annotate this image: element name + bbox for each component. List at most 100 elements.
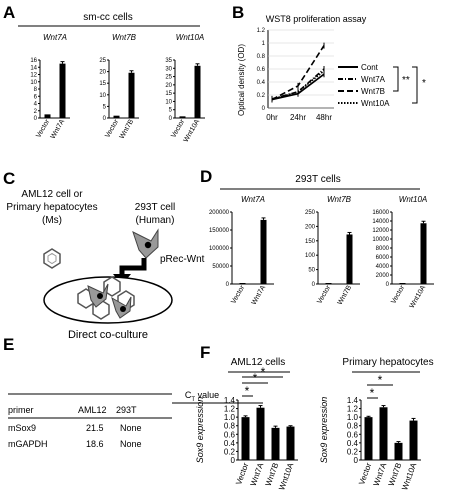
panel-a-title: sm-cc cells <box>83 12 132 23</box>
panel-label-f: F <box>200 343 210 362</box>
bar <box>59 63 66 118</box>
y-tick-label: 0 <box>354 456 359 465</box>
panel-c-cell1-line1: AML12 cell or <box>21 189 83 200</box>
panel-d-chart-wnt10a: Wnt10A 0 2000 4000 6000 8000 10000 12000 14000 16… <box>372 195 434 310</box>
y-tick-label: 0.8 <box>257 54 266 60</box>
panel-d-chart-wnt7b: Wnt7B 0 50 100 150 200 250 Vector Wnt7B <box>305 195 360 306</box>
y-tick-label: 25 <box>165 75 172 81</box>
panel-label-c: C <box>3 169 15 188</box>
y-tick-label: 12000 <box>372 228 389 234</box>
y-tick-label: 14 <box>30 65 37 71</box>
sig-star-primary-2: * <box>378 373 383 387</box>
y-tick-label: 0.8 <box>347 422 359 431</box>
panel-c-cell2-line1: 293T cell <box>135 202 175 213</box>
y-tick-label: 1.4 <box>224 396 236 405</box>
table-header-ct: CT value <box>185 390 219 403</box>
bar <box>260 219 267 284</box>
y-tick-label: 0.6 <box>257 67 266 73</box>
panel-f-chart-primary: Sox9 expression 00.20.40.60.81.01.21.4 Vec… <box>319 396 421 491</box>
panel-b-line-chart: 0 0.2 0.4 0.6 0.8 1 1.2 0hr 24hr 48hr <box>257 28 334 122</box>
y-tick-label: 0.6 <box>347 430 359 439</box>
gene-label: Wnt7A <box>241 195 265 204</box>
y-tick-label: 2000 <box>376 273 390 279</box>
y-tick-label: 20 <box>165 83 172 89</box>
y-tick-label: 1 <box>262 41 266 47</box>
y-tick-label: 0 <box>169 116 173 122</box>
y-tick-label: 10 <box>30 80 37 86</box>
bar <box>179 116 186 118</box>
y-tick-label: 100 <box>305 253 316 259</box>
y-tick-label: 10 <box>165 99 172 105</box>
x-tick-label: Wnt7B <box>264 462 281 488</box>
bar <box>239 283 246 284</box>
bar <box>194 65 201 118</box>
y-tick-label: 200 <box>305 224 316 230</box>
x-tick-label: Wnt7A <box>251 284 268 306</box>
y-tick-label: 250 <box>305 210 316 216</box>
y-tick-label: 0 <box>231 456 236 465</box>
panel-e-table: CT value primer AML12 293T mSox9 21.5 No… <box>8 390 263 449</box>
sig-star-primary-1: * <box>370 386 375 400</box>
x-tick-label: Vector <box>234 461 250 486</box>
y-tick-label: 1.2 <box>347 405 359 414</box>
y-tick-label: 1.4 <box>347 396 359 405</box>
y-tick-label: 1.2 <box>257 28 266 34</box>
bar <box>271 427 280 460</box>
y-tick-label: 16 <box>30 58 37 64</box>
y-tick-label: 15 <box>165 91 172 97</box>
bar <box>44 114 51 118</box>
y-tick-label: 30 <box>165 66 172 72</box>
y-tick-label: 8000 <box>376 246 390 252</box>
y-tick-label: 0.2 <box>224 447 236 456</box>
bar <box>394 442 403 460</box>
sig-star-aml12-1: * <box>245 384 250 398</box>
y-tick-label: 0 <box>103 116 107 122</box>
x-tick-label: Wnt7B <box>337 284 354 306</box>
y-tick-label: 0.2 <box>257 93 266 99</box>
gene-label: Wnt7A <box>43 33 67 42</box>
table-cell-r0-c1: 21.5 <box>86 423 104 433</box>
y-tick-label: 0.2 <box>347 447 359 456</box>
y-tick-label: 0 <box>386 282 390 288</box>
y-tick-label: 10 <box>99 93 106 99</box>
bar <box>241 417 250 460</box>
bar <box>399 283 406 284</box>
x-tick-label: Wnt7B <box>387 462 404 488</box>
table-col-aml12: AML12 <box>78 405 107 415</box>
bar <box>346 234 353 284</box>
y-tick-label: 0.4 <box>347 439 359 448</box>
y-tick-label: 100000 <box>209 246 230 252</box>
panel-c: AML12 cell or Primary hepatocytes (Ms) 2… <box>6 189 204 341</box>
table-cell-r1-c0: mGAPDH <box>8 439 48 449</box>
y-tick-label: 200000 <box>209 210 230 216</box>
y-tick-label: 0.8 <box>224 422 236 431</box>
panel-c-cell1-line2: Primary hepatocytes <box>6 202 97 213</box>
x-tick-label: Wnt10A <box>409 284 428 309</box>
y-axis-label: Sox9 expression <box>195 397 205 464</box>
x-tick-label: Vector <box>230 284 246 305</box>
bar <box>420 223 427 284</box>
y-tick-label: 4 <box>34 102 38 108</box>
panel-f-significance: * * * * * <box>242 365 393 400</box>
gene-label: Wnt10A <box>399 195 427 204</box>
y-tick-label: 16000 <box>372 210 389 216</box>
bar <box>409 420 418 460</box>
sig-star-aml12-3: * <box>261 365 266 379</box>
bar <box>379 407 388 460</box>
y-tick-label: 0 <box>312 282 316 288</box>
hepatocyte-icon <box>43 248 61 269</box>
panel-f-primary-title: Primary hepatocytes <box>342 357 433 368</box>
y-tick-label: 15 <box>99 81 106 87</box>
bar <box>256 407 265 460</box>
x-tick-label: Vector <box>390 284 406 305</box>
panel-c-cell2-line2: (Human) <box>136 215 175 226</box>
x-tick-label: 48hr <box>316 113 332 122</box>
y-axis-label: Sox9 expression <box>319 397 329 464</box>
panel-b-bracket-inner <box>393 66 399 92</box>
y-tick-label: 35 <box>165 58 172 64</box>
legend-label-wnt7b: Wnt7B <box>361 87 385 96</box>
y-tick-label: 8 <box>34 87 38 93</box>
panel-a: sm-cc cells Wnt7A0246810121416VectorWnt7… <box>18 12 205 144</box>
